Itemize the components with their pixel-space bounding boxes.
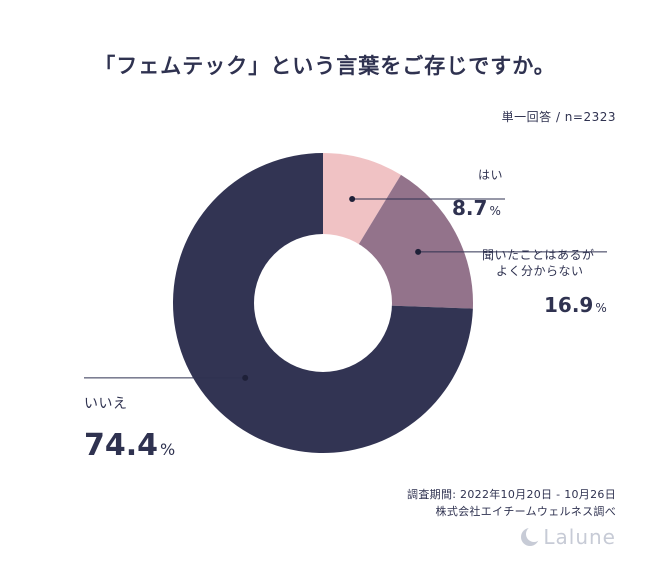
donut-hole: [254, 234, 392, 372]
leader-yes-dot: [349, 196, 356, 203]
chart-subtitle: 単一回答 / n=2323: [501, 110, 616, 124]
brand-logo: Lalune: [521, 525, 616, 549]
slice-label-unsure-line2: よく分からない: [496, 264, 584, 278]
survey-period: 調査期間: 2022年10月20日 - 10月26日: [407, 488, 616, 501]
leader-no-dot: [242, 374, 249, 381]
slice-value-no: 74.4%: [84, 428, 176, 463]
moon-icon: [521, 526, 543, 546]
chart-title: 「フェムテック」という言葉をご存じですか。: [94, 54, 556, 78]
slice-value-unsure: 16.9%: [544, 293, 607, 317]
surveyor: 株式会社エイチームウェルネス調べ: [435, 505, 616, 518]
slice-label-unsure-line1: 聞いたことはあるが: [482, 248, 595, 262]
slice-label-no: いいえ: [84, 396, 128, 412]
brand-name: Lalune: [543, 525, 616, 549]
leader-unsure-dot: [415, 248, 422, 255]
slice-value-yes: 8.7%: [452, 196, 501, 220]
slice-label-yes: はい: [478, 168, 504, 182]
